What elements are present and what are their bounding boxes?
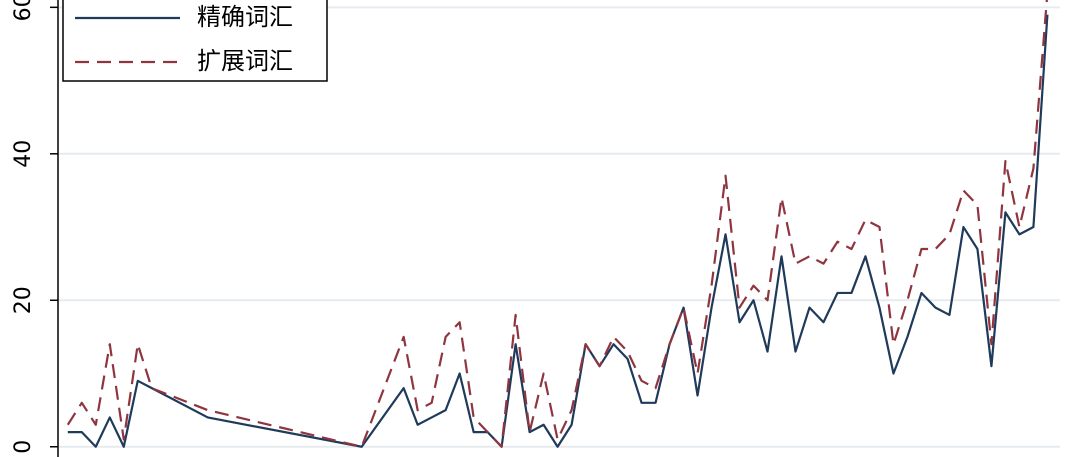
y-tick-label: 20 [11,286,36,314]
y-tick-label: 40 [11,140,36,168]
legend-box [62,0,328,82]
series-line [67,14,1049,448]
plot [66,0,1049,448]
y-tick-label: 0 [11,440,36,454]
legend-label: 精确词汇 [197,3,293,31]
series-line [66,0,1048,448]
y-tick-label: 60 [11,0,36,21]
legend-label: 扩展词汇 [197,47,293,75]
